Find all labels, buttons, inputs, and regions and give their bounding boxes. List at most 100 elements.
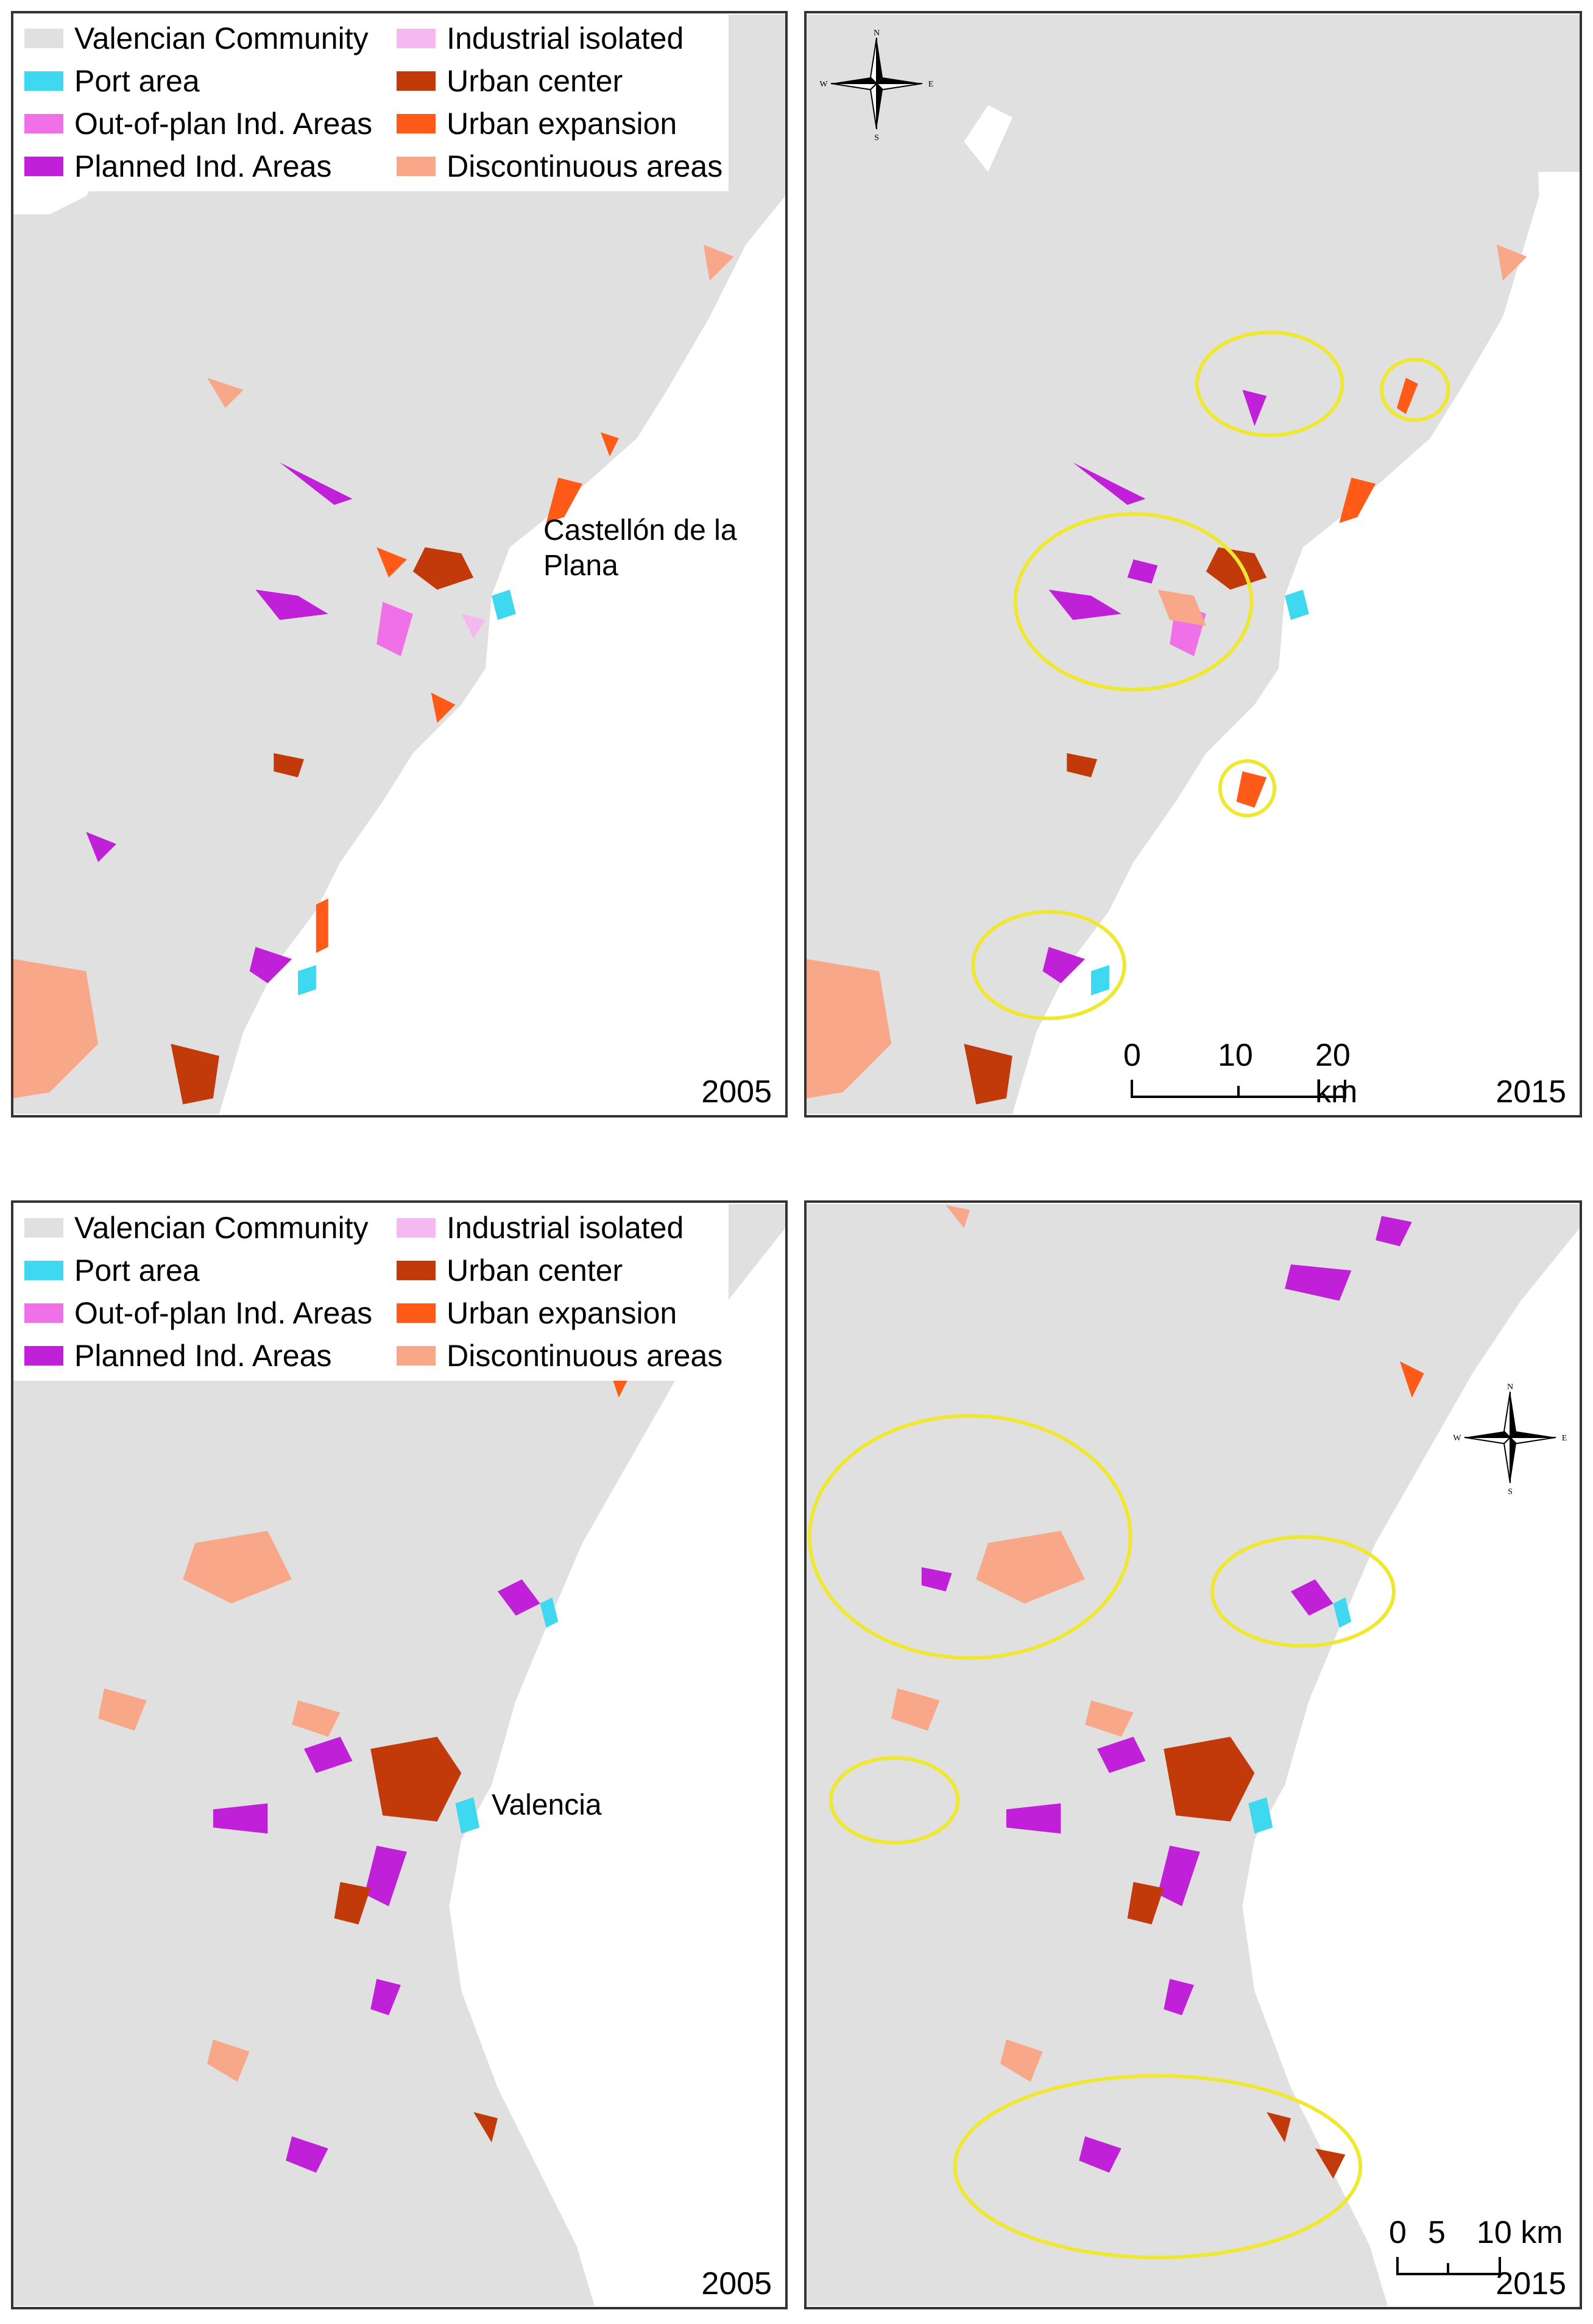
map-legend: Valencian Community Industrial isolated …: [13, 1203, 729, 1381]
legend-swatch: [24, 1218, 63, 1238]
svg-text:N: N: [874, 29, 880, 38]
highlight-circle: [953, 2074, 1363, 2259]
legend-swatch: [24, 1303, 63, 1323]
legend-label: Out-of-plan Ind. Areas: [74, 1296, 373, 1330]
map-panel-valencia-2005: Valencian Community Industrial isolated …: [11, 1200, 788, 2309]
north-arrow: N S E W: [819, 26, 934, 141]
legend-swatch: [24, 1261, 63, 1280]
legend-swatch: [397, 1218, 436, 1238]
legend-swatch: [24, 71, 63, 91]
legend-label: Planned Ind. Areas: [74, 1339, 332, 1373]
highlight-ellipses: [807, 1414, 1396, 2259]
scale-tick: [1131, 1080, 1133, 1098]
year-label: 2015: [1496, 1074, 1566, 1110]
land-area: [988, 14, 1539, 196]
land-use-patches: [13, 244, 734, 1105]
legend-label: Valencian Community: [74, 21, 369, 55]
scale-tick-label: 0: [1389, 2215, 1407, 2250]
scale-tick: [1447, 2263, 1449, 2275]
svg-text:W: W: [819, 80, 828, 89]
legend-item: Urban center: [397, 1250, 722, 1291]
legend-item: Valencian Community: [24, 1208, 372, 1248]
svg-text:E: E: [928, 80, 934, 89]
scale-tick: [1344, 1080, 1346, 1098]
scale-tick-label: 10: [1218, 1038, 1253, 1073]
svg-text:W: W: [1453, 1434, 1461, 1443]
legend-swatch: [24, 114, 63, 133]
legend-item: Port area: [24, 1250, 372, 1291]
place-label-valencia: Valencia: [492, 1789, 602, 1821]
legend-item: Industrial isolated: [397, 1208, 722, 1248]
legend-label: Urban expansion: [447, 107, 677, 141]
year-label: 2005: [701, 1074, 772, 1110]
legend-item: Industrial isolated: [397, 18, 722, 58]
map-panel-castellon-2015: N S E W 0 10 20 km 2015: [804, 11, 1582, 1118]
highlight-circle: [1013, 512, 1254, 692]
legend-swatch: [24, 157, 63, 176]
map-panel-valencia-2015: N S E W 0 5 10 km 2015: [804, 1200, 1582, 2309]
map-canvas: [807, 1203, 1580, 2306]
legend-label: Port area: [74, 1253, 200, 1288]
scale-bar: 0 5 10 km: [1379, 2214, 1574, 2281]
legend-swatch: [397, 157, 436, 176]
legend-swatch: [24, 29, 63, 48]
highlight-circle: [1218, 759, 1277, 818]
legend-swatch: [397, 29, 436, 48]
year-label: 2005: [701, 2266, 772, 2301]
legend-item: Valencian Community: [24, 18, 372, 58]
map-legend: Valencian Community Industrial isolated …: [13, 13, 729, 191]
highlight-circle: [1380, 358, 1450, 422]
legend-label: Discontinuous areas: [447, 1339, 723, 1373]
legend-item: Port area: [24, 61, 372, 101]
legend-swatch: [397, 71, 436, 91]
legend-label: Out-of-plan Ind. Areas: [74, 107, 373, 141]
legend-label: Planned Ind. Areas: [74, 149, 332, 183]
legend-label: Industrial isolated: [447, 21, 684, 55]
scale-line: [1397, 2273, 1501, 2275]
map-panel-castellon-2005: Valencian Community Industrial isolated …: [11, 11, 788, 1118]
scale-tick-label: 10 km: [1477, 2215, 1563, 2250]
year-label: 2015: [1496, 2266, 1566, 2301]
legend-swatch: [397, 1303, 436, 1323]
scale-bar: 0 10 20 km: [1111, 1037, 1379, 1110]
place-label-castellon: Castellón de la Plana: [543, 514, 737, 582]
legend-label: Port area: [74, 64, 200, 98]
highlight-circle: [1210, 1535, 1396, 1648]
svg-text:E: E: [1562, 1434, 1567, 1443]
legend-item: Discontinuous areas: [397, 1336, 722, 1376]
scale-tick-label: 20 km: [1315, 1038, 1358, 1110]
legend-item: Discontinuous areas: [397, 146, 722, 186]
scale-tick-label: 5: [1428, 2215, 1446, 2250]
land-use-patches: [891, 1205, 1424, 2179]
scale-tick: [1237, 1086, 1240, 1098]
scale-tick-label: 0: [1123, 1038, 1141, 1073]
legend-swatch: [397, 114, 436, 133]
legend-label: Urban center: [447, 1253, 623, 1288]
legend-swatch: [397, 1346, 436, 1366]
scale-tick: [1396, 2257, 1399, 2275]
map-canvas: [807, 14, 1580, 1114]
north-arrow: N S E W: [1452, 1380, 1568, 1495]
highlight-ellipses: [971, 330, 1450, 1021]
svg-text:S: S: [874, 133, 879, 141]
svg-text:S: S: [1508, 1487, 1513, 1495]
highlight-circle: [1195, 330, 1344, 438]
legend-label: Urban center: [447, 64, 623, 98]
highlight-circle: [971, 910, 1126, 1021]
highlight-circle: [828, 1755, 960, 1845]
highlight-circle: [807, 1414, 1132, 1660]
legend-label: Valencian Community: [74, 1211, 369, 1245]
legend-item: Urban expansion: [397, 1293, 722, 1333]
legend-swatch: [24, 1346, 63, 1366]
svg-text:N: N: [1507, 1383, 1513, 1392]
legend-item: Planned Ind. Areas: [24, 1336, 372, 1376]
legend-item: Urban expansion: [397, 104, 722, 144]
legend-label: Industrial isolated: [447, 1211, 684, 1245]
legend-label: Urban expansion: [447, 1296, 677, 1330]
legend-item: Urban center: [397, 61, 722, 101]
land-area: [807, 14, 1580, 1114]
map-canvas: [13, 14, 785, 1114]
legend-item: Out-of-plan Ind. Areas: [24, 1293, 372, 1333]
legend-item: Planned Ind. Areas: [24, 146, 372, 186]
legend-swatch: [397, 1261, 436, 1280]
